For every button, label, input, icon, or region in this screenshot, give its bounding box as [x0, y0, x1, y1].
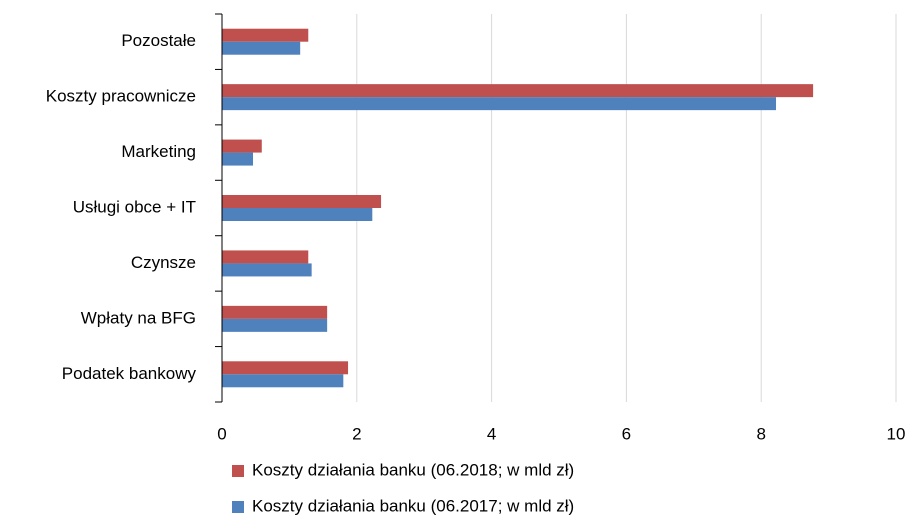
legend-label: Koszty działania banku (06.2018; w mld z…	[252, 460, 574, 479]
bar	[222, 28, 309, 42]
y-tick-label: Wpłaty na BFG	[81, 308, 196, 327]
y-tick-label: Pozostałe	[121, 31, 196, 50]
bar	[222, 97, 777, 111]
bar	[222, 139, 262, 153]
bar	[222, 250, 309, 264]
bar	[222, 208, 373, 221]
bar	[222, 305, 328, 319]
bar	[222, 195, 382, 208]
legend-label: Koszty działania banku (06.2017; w mld z…	[252, 496, 574, 515]
legend-swatch	[232, 501, 244, 513]
legend-swatch	[232, 465, 244, 477]
y-tick-label: Podatek bankowy	[62, 364, 197, 383]
bar	[222, 41, 301, 55]
x-tick-label: 2	[352, 424, 361, 443]
bar	[222, 374, 344, 388]
x-tick-label: 4	[487, 424, 496, 443]
x-tick-label: 10	[887, 424, 906, 443]
bar	[222, 263, 312, 277]
y-tick-label: Marketing	[121, 142, 196, 161]
bar	[222, 318, 328, 332]
bar	[222, 84, 814, 98]
bar	[222, 152, 254, 166]
y-tick-label: Usługi obce + IT	[73, 197, 196, 216]
x-tick-label: 0	[217, 424, 226, 443]
y-tick-label: Czynsze	[131, 253, 196, 272]
x-tick-label: 8	[756, 424, 765, 443]
x-tick-label: 6	[622, 424, 631, 443]
bar	[222, 361, 349, 375]
y-tick-label: Koszty pracownicze	[46, 87, 196, 106]
